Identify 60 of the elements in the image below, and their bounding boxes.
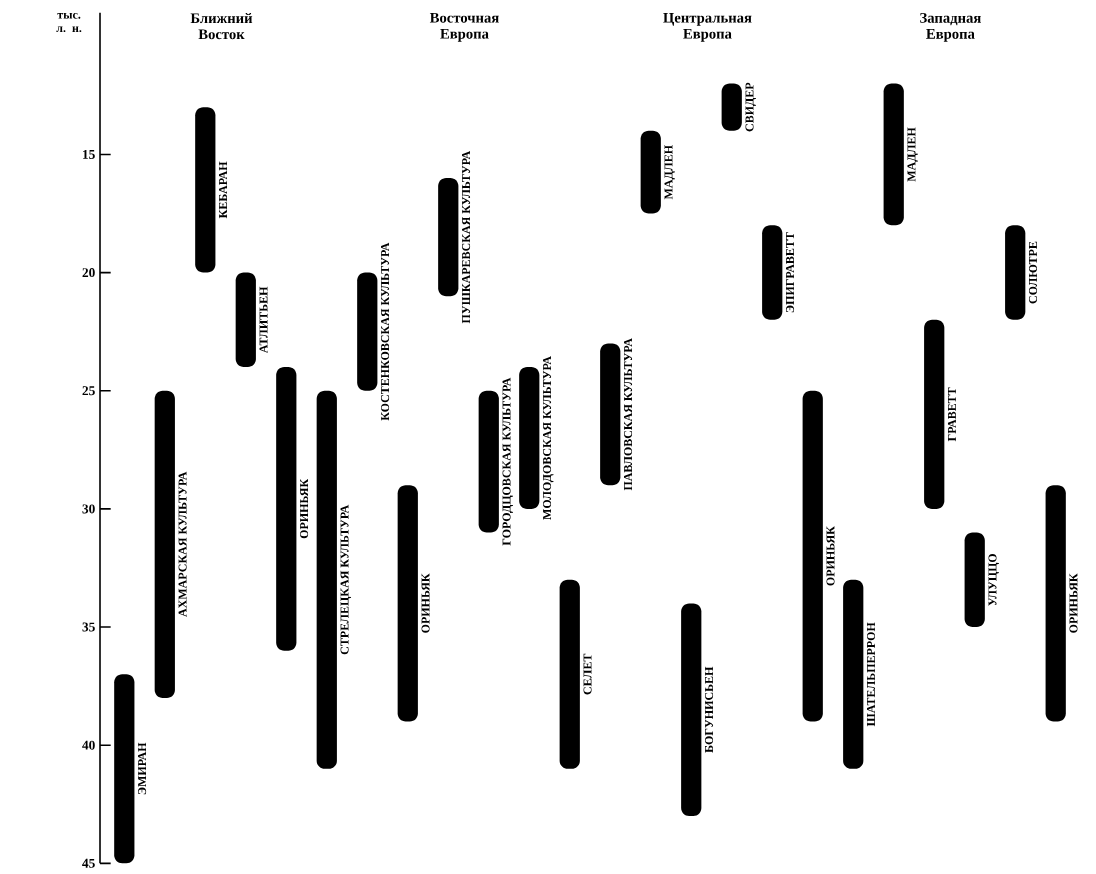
x-tick-label: МАДЛЕН	[907, 127, 918, 182]
x-tick-label: СТРЕЛЕЦКАЯ КУЛЬТУРА	[340, 504, 352, 655]
x-tick-label: ШАТЕЛЬПЕРРОН	[866, 622, 876, 727]
x-tick-label: ОРИНЬЯК	[421, 573, 430, 633]
bar	[154, 390, 175, 698]
x-tick-label: УЛУЦЦО	[988, 553, 999, 606]
bar	[559, 579, 580, 769]
y-tick-label: 40	[82, 740, 95, 750]
bar	[843, 579, 864, 769]
x-tick-label: ОРИНЬЯК	[1069, 573, 1078, 633]
y-tick-label: 30	[82, 504, 95, 514]
bar	[397, 485, 418, 722]
bar	[276, 367, 297, 651]
x-tick-label: КОСТЕНКОВСКАЯ КУЛЬТУРА	[381, 242, 390, 421]
x-tick-label: БОГУНИСЬЕН	[704, 666, 714, 753]
x-tick-label: ПАВЛОВСКАЯ КУЛЬТУРА	[624, 338, 633, 491]
x-tick-label: ОРИНЬЯК	[300, 478, 309, 539]
bar	[681, 603, 702, 817]
annotation: Ближний Восток	[190, 12, 253, 40]
x-tick-label: МОЛОДОВСКАЯ КУЛЬТУРА	[543, 356, 554, 520]
x-tick-label: АХМАРСКАЯ КУЛЬТУРА	[178, 471, 187, 617]
x-tick-label: СОЛЮТРЕ	[1028, 241, 1038, 304]
x-tick-label: АТЛИТЬЕН	[259, 286, 268, 354]
bar	[114, 674, 135, 864]
bar	[802, 390, 823, 722]
y-tick-label: 45	[82, 858, 95, 868]
x-tick-label: СЕЛЕТ	[583, 653, 592, 695]
x-tick-label: ЭПИГРАВЕТТ	[785, 232, 795, 313]
bar	[964, 532, 985, 628]
bar	[438, 178, 459, 297]
x-tick-label: КЕБАРАН	[219, 161, 227, 219]
annotation: Западная Европа	[920, 12, 981, 42]
y-tick-label: 25	[82, 386, 95, 396]
bar	[883, 83, 904, 226]
x-tick-label: ЭМИРАН	[138, 742, 147, 795]
annotation: Восточная Европа	[429, 12, 499, 42]
bar	[762, 225, 783, 320]
annotation: Центральная Европа	[663, 12, 752, 42]
x-tick-label: ГОРОДЦОВСКАЯ КУЛЬТУРА	[502, 377, 514, 546]
y-axis-title: тыс. л. н.	[56, 12, 82, 33]
y-tick-label: 35	[82, 622, 95, 632]
x-tick-label: ПУШКАРЕВСКАЯ КУЛЬТУРА	[462, 150, 471, 324]
x-tick-label: СВИДЕР	[745, 82, 756, 132]
bar	[721, 83, 742, 131]
bar	[357, 272, 378, 391]
bar	[1045, 485, 1066, 722]
bar	[519, 367, 540, 509]
bar	[195, 107, 216, 273]
bar	[640, 130, 661, 214]
bar	[1005, 225, 1026, 320]
bar	[235, 272, 256, 368]
bar	[600, 343, 621, 486]
bar	[478, 390, 499, 533]
y-tick-label: 20	[82, 268, 95, 278]
x-tick-label: ОРИНЬЯК	[826, 526, 835, 586]
x-tick-label: ГРАВЕТТ	[947, 387, 956, 442]
x-tick-label: МАДЛЕН	[664, 145, 675, 200]
bar	[316, 390, 337, 769]
bar	[924, 319, 945, 509]
y-tick-label: 15	[83, 149, 95, 159]
